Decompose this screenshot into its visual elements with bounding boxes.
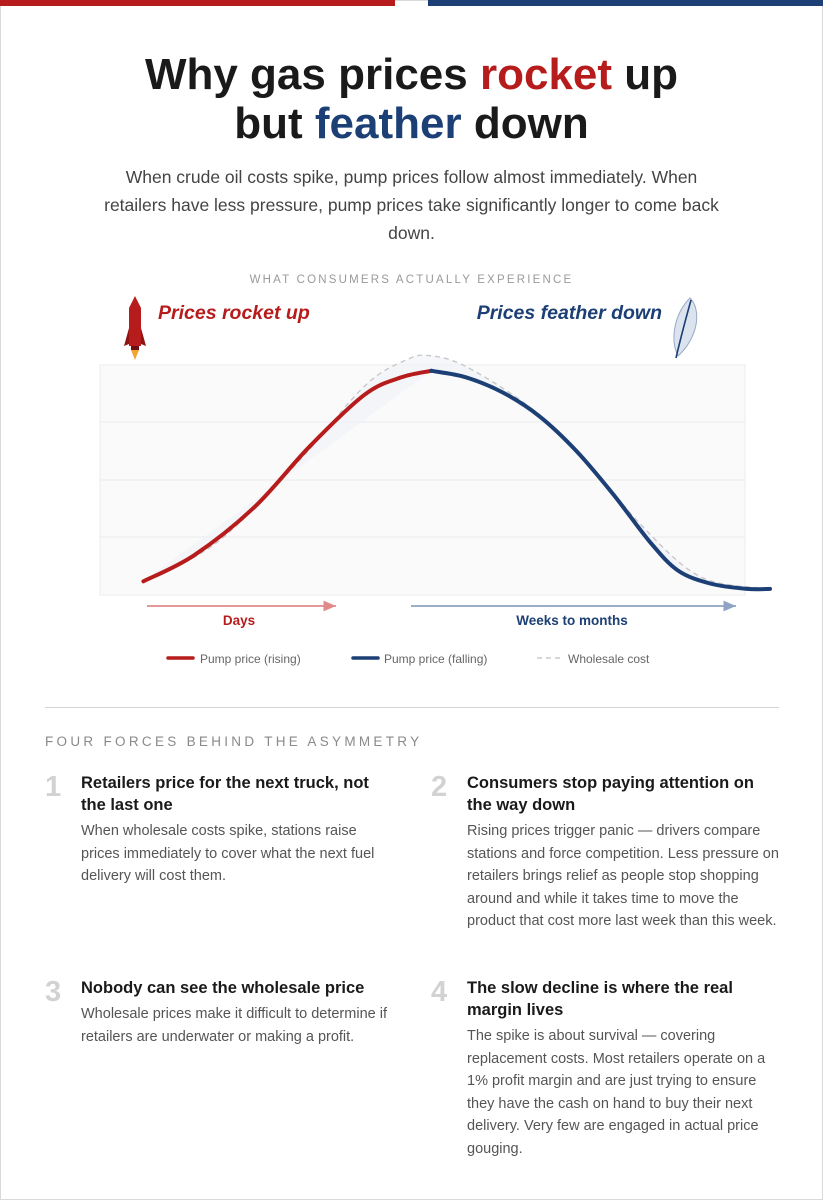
- force-body: The spike is about survival — covering r…: [467, 1028, 766, 1157]
- force-number: 1: [45, 771, 62, 803]
- legend-label-rising: Pump price (rising): [200, 652, 301, 666]
- top-bar-red: [0, 0, 395, 6]
- force-number: 3: [45, 976, 62, 1008]
- legend: Pump price (rising) Pump price (falling)…: [166, 652, 650, 666]
- title-line1-post: up: [612, 50, 679, 99]
- page-subtitle: When crude oil costs spike, pump prices …: [104, 167, 719, 243]
- feather-icon: [673, 297, 698, 359]
- title-line1-pre: Why gas prices: [144, 50, 480, 99]
- force-heading: The slow decline is where the real margi…: [467, 979, 733, 1019]
- legend-label-wholesale: Wholesale cost: [568, 652, 650, 666]
- label-days: Days: [223, 613, 255, 628]
- title-highlight-rocket: rocket: [479, 50, 613, 99]
- annotation-rocket: Prices rocket up: [158, 302, 310, 324]
- label-weeks: Weeks to months: [516, 613, 628, 628]
- rocket-icon: [124, 296, 146, 360]
- forces-section-title: FOUR FORCES BEHIND THE ASYMMETRY: [45, 734, 423, 749]
- chart-eyebrow: WHAT CONSUMERS ACTUALLY EXPERIENCE: [249, 274, 574, 286]
- annotation-feather: Prices feather down: [477, 302, 662, 324]
- series-line-falling: [429, 368, 772, 592]
- title-line2-pre: but: [234, 99, 315, 148]
- title-highlight-feather: feather: [314, 99, 462, 148]
- force-number: 4: [431, 976, 448, 1008]
- page-title: Why gas prices rocket up but feather dow…: [0, 50, 823, 148]
- chart-container: Prices rocket up Prices feather down Day…: [0, 288, 823, 688]
- section-divider: [45, 707, 779, 708]
- force-number: 2: [431, 771, 448, 803]
- top-bar-blue: [428, 0, 823, 6]
- series-line-rising: [141, 368, 434, 584]
- series-layer: [141, 354, 772, 592]
- legend-label-falling: Pump price (falling): [384, 652, 487, 666]
- price-chart: Prices rocket up Prices feather down Day…: [99, 296, 772, 666]
- title-line2-post: down: [461, 99, 589, 148]
- force-heading: Consumers stop paying attention on the w…: [467, 774, 754, 814]
- force-body: Wholesale prices make it difficult to de…: [81, 1006, 387, 1045]
- force-body: Rising prices trigger panic — drivers co…: [467, 823, 779, 929]
- force-heading: Nobody can see the wholesale price: [81, 979, 365, 997]
- force-body: When wholesale costs spike, stations rai…: [81, 823, 375, 884]
- force-heading: Retailers price for the next truck, not …: [81, 774, 369, 814]
